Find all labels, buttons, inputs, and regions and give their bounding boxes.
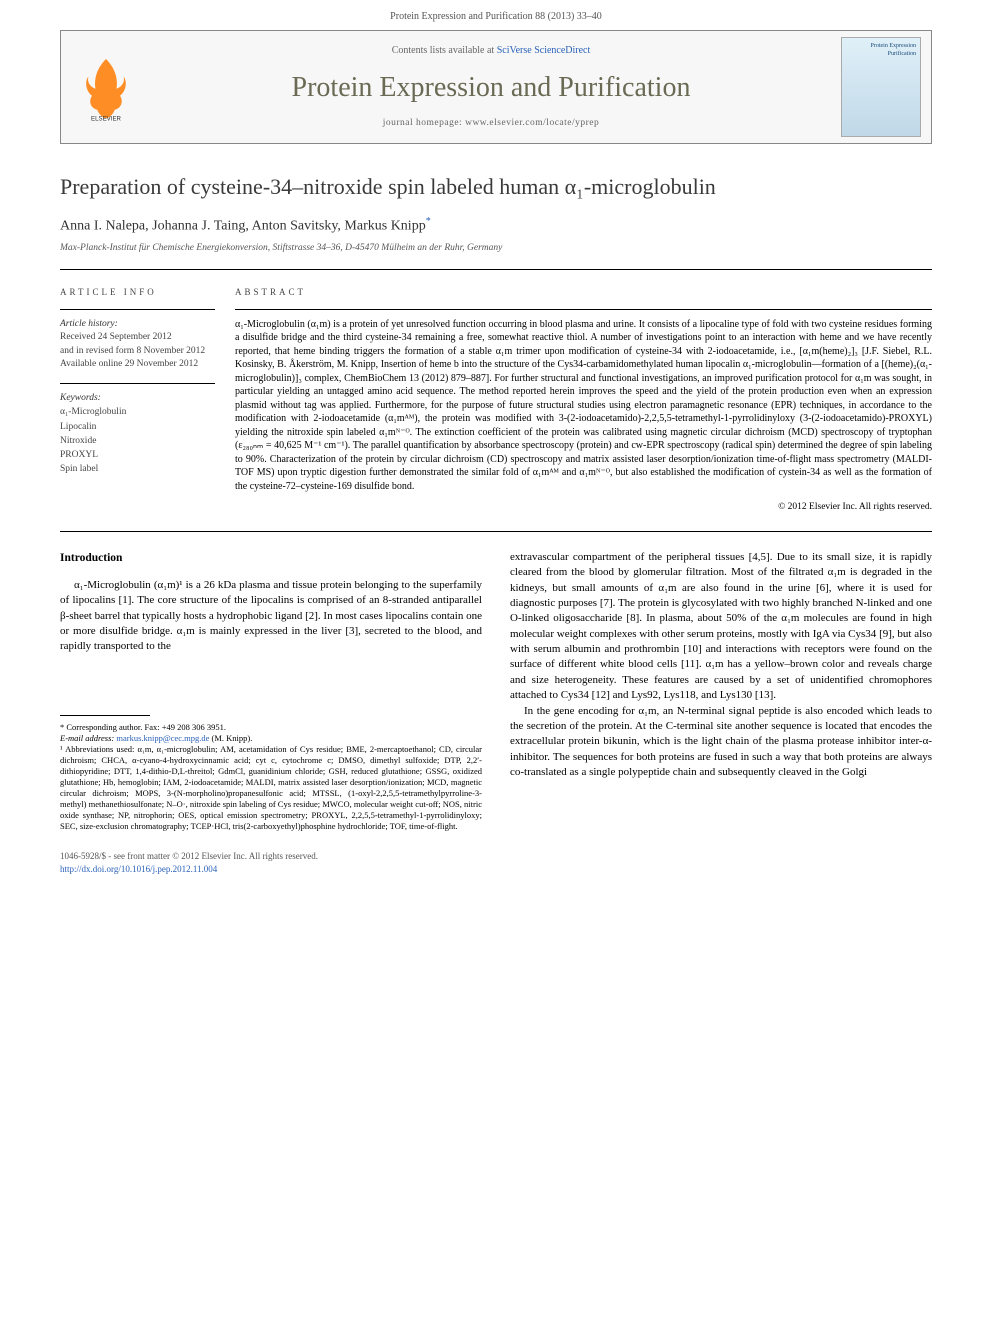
- journal-header-box: ELSEVIER Contents lists available at Sci…: [60, 30, 932, 144]
- article-info-column: ARTICLE INFO Article history: Received 2…: [60, 286, 235, 514]
- history-received: Received 24 September 2012: [60, 331, 215, 344]
- footnote-separator: [60, 715, 150, 716]
- body-column-left: Introduction α₁-Microglobulin (α₁m)¹ is …: [60, 550, 482, 833]
- keyword-item: Spin label: [60, 462, 215, 476]
- intro-para-2b: In the gene encoding for α₁m, an N-termi…: [510, 704, 932, 781]
- journal-cover-thumbnail: Protein Expression Purification: [841, 37, 921, 137]
- article-info-heading: ARTICLE INFO: [60, 286, 215, 299]
- intro-para-1: α₁-Microglobulin (α₁m)¹ is a 26 kDa plas…: [60, 578, 482, 655]
- journal-title: Protein Expression and Purification: [151, 68, 831, 107]
- abstract-copyright: © 2012 Elsevier Inc. All rights reserved…: [235, 501, 932, 514]
- keyword-item: Lipocalin: [60, 420, 215, 434]
- history-label: Article history:: [60, 318, 215, 331]
- affiliation: Max-Planck-Institut für Chemische Energi…: [60, 242, 932, 255]
- publisher-logo-cell: ELSEVIER: [61, 32, 151, 142]
- scidirect-link[interactable]: SciVerse ScienceDirect: [497, 45, 591, 56]
- introduction-heading: Introduction: [60, 550, 482, 566]
- intro-para-2a: extravascular compartment of the periphe…: [510, 550, 932, 704]
- email-line: E-mail address: markus.knipp@cec.mpg.de …: [60, 733, 482, 744]
- page-footer: 1046-5928/$ - see front matter © 2012 El…: [60, 850, 932, 875]
- keywords-label: Keywords:: [60, 392, 215, 405]
- keyword-item: α₁-Microglobulin: [60, 405, 215, 419]
- abstract-heading: ABSTRACT: [235, 286, 932, 299]
- homepage-url[interactable]: www.elsevier.com/locate/yprep: [465, 118, 599, 128]
- issn-copyright-line: 1046-5928/$ - see front matter © 2012 El…: [60, 850, 932, 863]
- abbreviations-note: ¹ Abbreviations used: α₁m, α₁-microglobu…: [60, 744, 482, 832]
- article-title: Preparation of cysteine-34–nitroxide spi…: [60, 172, 932, 203]
- journal-homepage-line: journal homepage: www.elsevier.com/locat…: [151, 117, 831, 130]
- doi-link[interactable]: http://dx.doi.org/10.1016/j.pep.2012.11.…: [60, 863, 932, 876]
- abstract-text: α₁-Microglobulin (α₁m) is a protein of y…: [235, 318, 932, 494]
- corresponding-marker: *: [426, 216, 431, 227]
- corresponding-author-note: * Corresponding author. Fax: +49 208 306…: [60, 722, 482, 733]
- cover-thumb-title: Protein Expression Purification: [842, 38, 920, 63]
- contents-lists-line: Contents lists available at SciVerse Sci…: [151, 44, 831, 58]
- bottom-rule: [60, 531, 932, 532]
- history-revised: and in revised form 8 November 2012: [60, 345, 215, 358]
- footnotes: * Corresponding author. Fax: +49 208 306…: [60, 722, 482, 832]
- keyword-item: PROXYL: [60, 448, 215, 462]
- publisher-name: ELSEVIER: [91, 115, 121, 122]
- history-online: Available online 29 November 2012: [60, 358, 215, 371]
- authors-line: Anna I. Nalepa, Johanna J. Taing, Anton …: [60, 215, 932, 236]
- abstract-column: ABSTRACT α₁-Microglobulin (α₁m) is a pro…: [235, 286, 932, 514]
- corresponding-email[interactable]: markus.knipp@cec.mpg.de: [116, 733, 209, 743]
- keywords-list: α₁-Microglobulin Lipocalin Nitroxide PRO…: [60, 405, 215, 476]
- running-head: Protein Expression and Purification 88 (…: [0, 0, 992, 30]
- elsevier-tree-icon: ELSEVIER: [76, 52, 136, 122]
- body-column-right: extravascular compartment of the periphe…: [510, 550, 932, 833]
- keyword-item: Nitroxide: [60, 434, 215, 448]
